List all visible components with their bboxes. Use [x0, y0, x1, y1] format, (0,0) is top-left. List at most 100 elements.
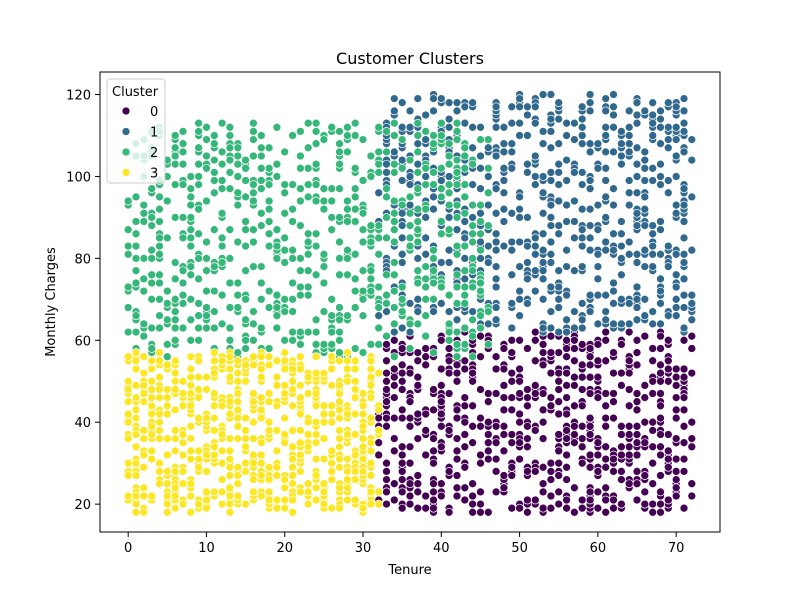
point-cluster-1 — [389, 327, 399, 337]
point-cluster-0 — [382, 397, 391, 407]
point-cluster-0 — [562, 450, 571, 460]
point-cluster-0 — [593, 438, 603, 448]
point-cluster-1 — [515, 237, 524, 247]
point-cluster-0 — [562, 434, 571, 443]
point-cluster-2 — [397, 135, 407, 144]
point-cluster-1 — [617, 241, 626, 251]
point-cluster-0 — [491, 467, 501, 476]
point-cluster-0 — [687, 344, 697, 353]
point-cluster-0 — [405, 491, 415, 501]
point-cluster-2 — [186, 213, 196, 222]
point-cluster-2 — [225, 323, 235, 333]
point-cluster-0 — [609, 467, 618, 476]
point-cluster-1 — [507, 323, 517, 333]
point-cluster-0 — [679, 364, 689, 374]
point-cluster-3 — [225, 483, 235, 493]
point-cluster-3 — [249, 360, 258, 370]
point-cluster-3 — [296, 364, 305, 374]
point-cluster-3 — [225, 397, 235, 407]
point-cluster-1 — [671, 311, 681, 321]
point-cluster-0 — [577, 442, 587, 452]
point-cluster-2 — [460, 266, 470, 276]
point-cluster-2 — [178, 299, 188, 308]
point-cluster-1 — [617, 159, 626, 169]
point-cluster-3 — [147, 364, 157, 374]
point-cluster-1 — [562, 315, 571, 325]
point-cluster-3 — [358, 434, 368, 443]
point-cluster-1 — [397, 258, 407, 267]
point-cluster-2 — [209, 188, 219, 198]
point-cluster-0 — [562, 368, 571, 378]
point-cluster-1 — [656, 319, 665, 329]
point-cluster-2 — [429, 139, 438, 149]
point-cluster-1 — [609, 122, 618, 132]
x-tick-label: 60 — [590, 541, 607, 556]
point-cluster-2 — [264, 163, 274, 173]
point-cluster-3 — [335, 389, 344, 398]
point-cluster-2 — [147, 270, 157, 280]
point-cluster-1 — [640, 262, 650, 271]
point-cluster-2 — [233, 200, 243, 210]
point-cluster-0 — [429, 479, 438, 489]
point-cluster-1 — [483, 241, 493, 251]
point-cluster-2 — [311, 315, 321, 325]
point-cluster-1 — [515, 262, 524, 271]
point-cluster-1 — [507, 245, 517, 255]
point-cluster-0 — [593, 450, 603, 460]
point-cluster-1 — [491, 262, 501, 271]
point-cluster-3 — [217, 475, 227, 484]
point-cluster-3 — [170, 376, 180, 386]
point-cluster-1 — [640, 245, 650, 255]
point-cluster-2 — [131, 229, 141, 239]
point-cluster-1 — [476, 163, 485, 173]
point-cluster-1 — [609, 184, 618, 194]
point-cluster-0 — [656, 413, 665, 423]
point-cluster-2 — [327, 225, 337, 235]
point-cluster-3 — [296, 467, 305, 476]
point-cluster-0 — [632, 495, 642, 505]
point-cluster-1 — [515, 118, 524, 128]
point-cluster-2 — [123, 282, 133, 292]
point-cluster-2 — [452, 282, 462, 292]
point-cluster-2 — [256, 143, 266, 153]
point-cluster-0 — [460, 364, 470, 374]
point-cluster-0 — [421, 450, 431, 460]
point-cluster-2 — [202, 196, 211, 206]
point-cluster-3 — [343, 483, 352, 493]
point-cluster-3 — [233, 421, 243, 431]
point-cluster-0 — [499, 421, 509, 431]
point-cluster-0 — [632, 438, 642, 448]
point-cluster-2 — [155, 249, 164, 259]
point-cluster-0 — [546, 401, 556, 411]
point-cluster-1 — [491, 282, 501, 292]
point-cluster-1 — [601, 106, 611, 116]
point-cluster-1 — [577, 180, 587, 189]
point-cluster-2 — [147, 254, 157, 263]
point-cluster-2 — [350, 204, 360, 214]
point-cluster-2 — [280, 233, 290, 243]
point-cluster-2 — [217, 184, 227, 194]
point-cluster-2 — [296, 266, 305, 276]
point-cluster-2 — [405, 221, 415, 230]
point-cluster-0 — [585, 344, 595, 353]
point-cluster-0 — [546, 467, 556, 476]
point-cluster-3 — [202, 413, 211, 423]
point-cluster-3 — [147, 491, 157, 501]
point-cluster-2 — [350, 131, 360, 140]
point-cluster-2 — [468, 254, 477, 263]
point-cluster-2 — [147, 344, 157, 353]
point-cluster-2 — [460, 241, 470, 251]
point-cluster-2 — [311, 327, 321, 337]
point-cluster-3 — [319, 454, 329, 464]
point-cluster-3 — [249, 434, 258, 443]
point-cluster-2 — [311, 159, 321, 169]
point-cluster-0 — [562, 475, 571, 484]
point-cluster-0 — [476, 352, 485, 362]
point-cluster-2 — [264, 196, 274, 206]
point-cluster-3 — [296, 450, 305, 460]
point-cluster-2 — [460, 208, 470, 218]
point-cluster-0 — [452, 446, 462, 456]
point-cluster-0 — [452, 491, 462, 501]
point-cluster-1 — [421, 135, 431, 144]
point-cluster-0 — [499, 430, 509, 439]
